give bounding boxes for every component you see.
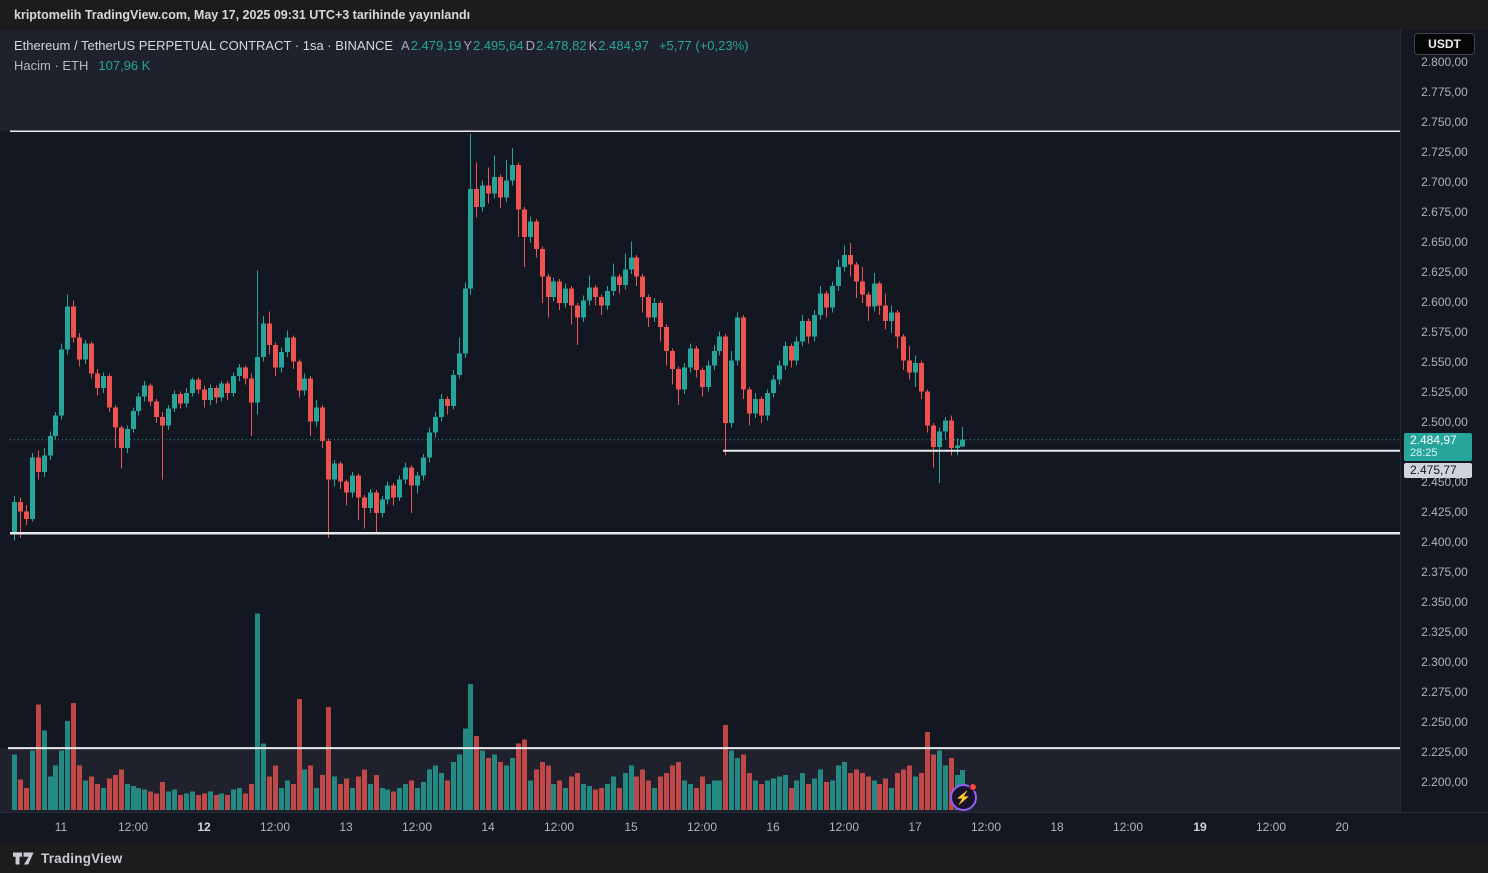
last-price-badge: 2.484,97 28:25 — [1404, 433, 1472, 461]
currency-toggle-button[interactable]: USDT — [1414, 33, 1475, 55]
time-tick-label: 12:00 — [543, 820, 575, 834]
ohlc-item: D2.478,82 — [525, 37, 587, 53]
price-tick-label: 2.550,00 — [1421, 355, 1468, 369]
last-price-value: 2.484,97 — [1410, 433, 1457, 447]
price-tick-label: 2.300,00 — [1421, 655, 1468, 669]
time-tick-label: 12:00 — [970, 820, 1002, 834]
price-scale[interactable]: 2.200,00 2.225,00 2.250,00 2.275,00 2.300,00… — [1400, 30, 1488, 812]
time-tick-label: 20 — [1335, 820, 1349, 834]
tradingview-logo[interactable] — [13, 851, 34, 866]
brand-name[interactable]: TradingView — [41, 850, 123, 866]
time-tick-label: 12:00 — [1255, 820, 1287, 834]
price-tick-label: 2.275,00 — [1421, 685, 1468, 699]
price-tick-label: 2.775,00 — [1421, 85, 1468, 99]
time-tick-label: 12:00 — [828, 820, 860, 834]
price-tick-label: 2.600,00 — [1421, 295, 1468, 309]
time-tick-label: 12:00 — [259, 820, 291, 834]
price-tick-label: 2.650,00 — [1421, 235, 1468, 249]
volume-value: 107,96 K — [98, 57, 151, 73]
time-tick-label: 12:00 — [117, 820, 149, 834]
price-tick-label: 2.325,00 — [1421, 625, 1468, 639]
bolt-glyph: ⚡ — [955, 790, 972, 805]
line-price-badge: 2.475,77 — [1404, 463, 1472, 478]
price-tick-label: 2.800,00 — [1421, 55, 1468, 69]
price-tick-label: 2.500,00 — [1421, 415, 1468, 429]
chart-region: Ethereum / TetherUS PERPETUAL CONTRACT ·… — [0, 30, 1488, 843]
time-tick-label: 12:00 — [1112, 820, 1144, 834]
price-tick-label: 2.725,00 — [1421, 145, 1468, 159]
brand-footer: TradingView — [0, 843, 1488, 873]
candles — [12, 133, 965, 541]
time-tick-label: 14 — [481, 820, 495, 834]
price-tick-label: 2.375,00 — [1421, 565, 1468, 579]
candlestick-chart[interactable] — [0, 30, 1400, 812]
time-tick-label: 12 — [197, 820, 211, 834]
time-tick-label: 18 — [1050, 820, 1064, 834]
price-tick-label: 2.675,00 — [1421, 205, 1468, 219]
price-tick-label: 2.250,00 — [1421, 715, 1468, 729]
time-tick-label: 15 — [624, 820, 638, 834]
price-tick-label: 2.625,00 — [1421, 265, 1468, 279]
volume-histogram — [12, 613, 965, 810]
time-tick-label: 12:00 — [401, 820, 433, 834]
price-tick-label: 2.200,00 — [1421, 775, 1468, 789]
legend-row-symbol: Ethereum / TetherUS PERPETUAL CONTRACT ·… — [14, 35, 749, 55]
ohlc-legend: A2.479,19 Y2.495,64 D2.478,82 K2.484,97 — [401, 38, 651, 53]
time-tick-label: 19 — [1193, 820, 1207, 834]
change-value: +5,77 (+0,23%) — [658, 37, 749, 53]
time-tick-label: 16 — [766, 820, 780, 834]
ohlc-item: Y2.495,64 — [463, 37, 524, 53]
price-tick-label: 2.350,00 — [1421, 595, 1468, 609]
price-tick-label: 2.400,00 — [1421, 535, 1468, 549]
ohlc-item: K2.484,97 — [588, 37, 649, 53]
time-tick-label: 12:00 — [686, 820, 718, 834]
bar-countdown: 28:25 — [1410, 447, 1438, 459]
lightning-icon[interactable]: ⚡ — [950, 783, 977, 811]
notification-dot — [969, 783, 977, 791]
price-tick-label: 2.575,00 — [1421, 325, 1468, 339]
ohlc-item: A2.479,19 — [401, 37, 462, 53]
price-tick-label: 2.225,00 — [1421, 745, 1468, 759]
time-tick-label: 17 — [908, 820, 922, 834]
price-tick-label: 2.450,00 — [1421, 475, 1468, 489]
volume-label: Hacim · ETH — [14, 57, 89, 73]
zone-band-upper — [0, 30, 1400, 132]
symbol-legend: Ethereum / TetherUS PERPETUAL CONTRACT ·… — [14, 35, 749, 75]
time-tick-label: 11 — [54, 820, 68, 834]
symbol-title[interactable]: Ethereum / TetherUS PERPETUAL CONTRACT ·… — [14, 37, 394, 53]
price-tick-label: 2.700,00 — [1421, 175, 1468, 189]
time-scale[interactable]: 11 12:00 12 12:00 13 12:00 14 12:00 15 12:00 16 12:… — [0, 812, 1488, 843]
published-banner: kriptomelih TradingView.com, May 17, 202… — [0, 0, 1488, 30]
price-tick-label: 2.525,00 — [1421, 385, 1468, 399]
time-tick-label: 13 — [339, 820, 353, 834]
price-tick-label: 2.425,00 — [1421, 505, 1468, 519]
price-tick-label: 2.750,00 — [1421, 115, 1468, 129]
legend-row-volume: Hacim · ETH 107,96 K — [14, 55, 749, 75]
